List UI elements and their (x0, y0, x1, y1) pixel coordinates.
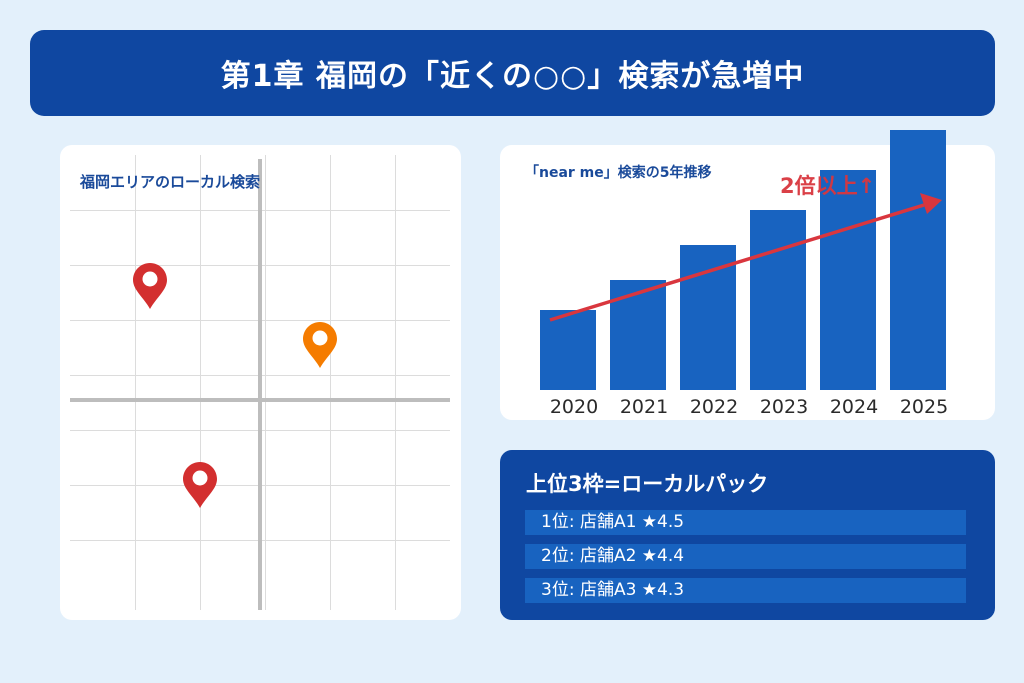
map-grid-line (330, 155, 331, 610)
bar-2023 (750, 210, 806, 390)
map-grid-line (135, 155, 136, 610)
x-tick-label: 2022 (689, 396, 739, 418)
chart-title: 「near me」検索の5年推移 (525, 165, 712, 181)
x-tick-label: 2023 (759, 396, 809, 418)
x-tick-label: 2025 (899, 396, 949, 418)
map-main-road-vertical (258, 159, 262, 610)
x-tick-label: 2021 (619, 396, 669, 418)
local-pack-panel: 上位3枠=ローカルパック 1位: 店舗A1 ★4.5 2位: 店舗A2 ★4.4… (500, 450, 995, 620)
map-grid-line (200, 155, 201, 610)
map-panel: 福岡エリアのローカル検索 (60, 145, 461, 620)
bar-2025 (890, 130, 946, 390)
bar-2022 (680, 245, 736, 390)
map-pin-icon[interactable] (182, 461, 218, 509)
x-tick-label: 2024 (829, 396, 879, 418)
map-pin-icon[interactable] (302, 321, 338, 369)
ranking-row: 1位: 店舗A1 ★4.5 (525, 510, 966, 535)
growth-annotation: 2倍以上↑ (780, 174, 876, 198)
chapter-banner: 第1章 福岡の「近くの○○」検索が急増中 (30, 30, 995, 116)
ranking-row: 3位: 店舗A3 ★4.3 (525, 578, 966, 603)
x-tick-label: 2020 (549, 396, 599, 418)
bar-2020 (540, 310, 596, 390)
local-pack-title: 上位3枠=ローカルパック (526, 472, 769, 496)
map-grid-line (265, 155, 266, 610)
map-pin-icon[interactable] (132, 262, 168, 310)
bar-2024 (820, 170, 876, 390)
bar-2021 (610, 280, 666, 390)
map-grid-line (395, 155, 396, 610)
ranking-row: 2位: 店舗A2 ★4.4 (525, 544, 966, 569)
map-main-road-horizontal (70, 398, 450, 402)
map-panel-title: 福岡エリアのローカル検索 (80, 173, 261, 191)
chapter-title: 第1章 福岡の「近くの○○」検索が急増中 (220, 59, 805, 94)
